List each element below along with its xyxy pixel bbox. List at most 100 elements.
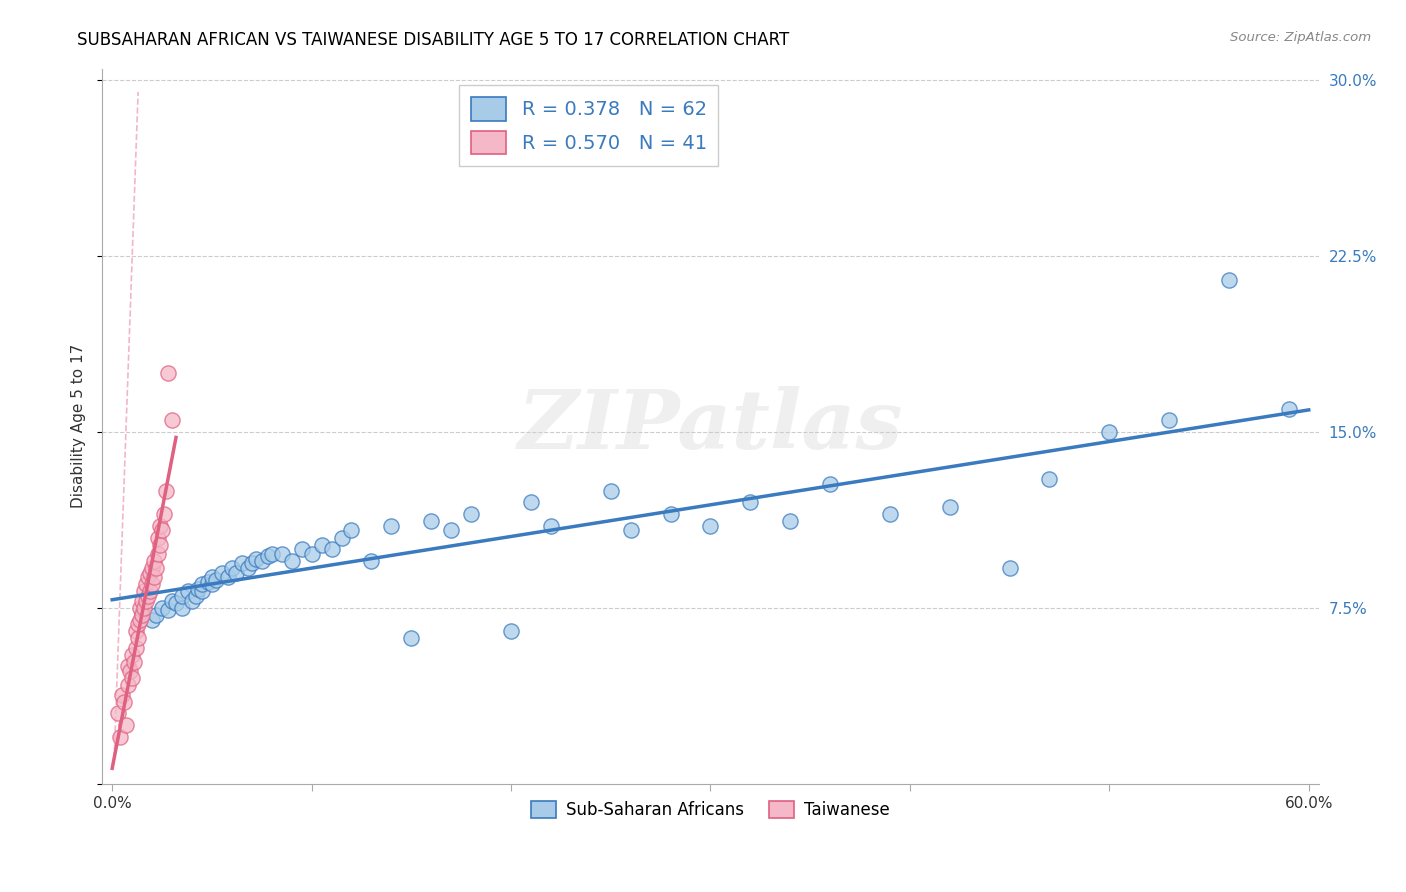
Point: [311, 537, 333, 551]
Point: [540, 518, 562, 533]
Point: [132, 584, 155, 599]
Point: [599, 483, 621, 498]
Point: [153, 507, 176, 521]
Point: [879, 507, 901, 521]
Point: [240, 557, 263, 571]
Point: [131, 606, 153, 620]
Point: [231, 557, 253, 571]
Point: [135, 594, 157, 608]
Point: [125, 624, 148, 639]
Point: [112, 695, 135, 709]
Point: [1038, 472, 1060, 486]
Point: [211, 566, 233, 580]
Point: [145, 607, 167, 622]
Point: [187, 582, 209, 596]
Point: [201, 570, 224, 584]
Point: [160, 594, 183, 608]
Point: [520, 495, 543, 509]
Point: [157, 603, 180, 617]
Point: [145, 561, 167, 575]
Point: [270, 547, 292, 561]
Point: [659, 507, 682, 521]
Point: [360, 554, 382, 568]
Point: [139, 566, 162, 580]
Point: [108, 730, 131, 744]
Point: [998, 561, 1021, 575]
Point: [181, 594, 204, 608]
Point: [139, 584, 162, 599]
Point: [245, 551, 267, 566]
Point: [122, 655, 145, 669]
Point: [150, 600, 173, 615]
Point: [127, 632, 149, 646]
Point: [260, 547, 283, 561]
Point: [205, 573, 228, 587]
Point: [121, 671, 143, 685]
Point: [256, 549, 278, 564]
Point: [117, 659, 139, 673]
Point: [107, 706, 129, 721]
Point: [157, 367, 180, 381]
Point: [1159, 413, 1181, 427]
Point: [160, 413, 183, 427]
Text: ZIPatlas: ZIPatlas: [517, 386, 903, 467]
Point: [420, 514, 443, 528]
Point: [132, 600, 155, 615]
Point: [250, 554, 273, 568]
Point: [620, 524, 643, 538]
Point: [111, 688, 134, 702]
Point: [129, 600, 152, 615]
Point: [117, 678, 139, 692]
Point: [143, 570, 166, 584]
Point: [1278, 401, 1301, 416]
Point: [380, 518, 402, 533]
Point: [191, 584, 214, 599]
Point: [115, 718, 138, 732]
Point: [217, 570, 239, 584]
Point: [146, 547, 169, 561]
Point: [170, 600, 193, 615]
Point: [143, 554, 166, 568]
Point: [149, 518, 172, 533]
Point: [136, 570, 159, 584]
Point: [330, 531, 353, 545]
Point: [155, 483, 177, 498]
Point: [779, 514, 801, 528]
Point: [150, 524, 173, 538]
Y-axis label: Disability Age 5 to 17: Disability Age 5 to 17: [72, 344, 86, 508]
Point: [121, 648, 143, 662]
Point: [129, 613, 152, 627]
Point: [149, 537, 172, 551]
Point: [699, 518, 721, 533]
Point: [499, 624, 522, 639]
Point: [135, 577, 157, 591]
Point: [136, 589, 159, 603]
Point: [291, 542, 314, 557]
Point: [740, 495, 762, 509]
Point: [146, 531, 169, 545]
Point: [301, 547, 323, 561]
Text: SUBSAHARAN AFRICAN VS TAIWANESE DISABILITY AGE 5 TO 17 CORRELATION CHART: SUBSAHARAN AFRICAN VS TAIWANESE DISABILI…: [77, 31, 790, 49]
Text: Source: ZipAtlas.com: Source: ZipAtlas.com: [1230, 31, 1371, 45]
Point: [197, 575, 219, 590]
Point: [141, 561, 163, 575]
Point: [340, 524, 363, 538]
Point: [440, 524, 463, 538]
Point: [165, 596, 187, 610]
Point: [127, 617, 149, 632]
Point: [401, 632, 423, 646]
Point: [460, 507, 482, 521]
Point: [131, 594, 153, 608]
Point: [177, 584, 200, 599]
Point: [170, 589, 193, 603]
Point: [141, 613, 163, 627]
Point: [321, 542, 343, 557]
Point: [236, 561, 259, 575]
Point: [141, 577, 163, 591]
Point: [1098, 425, 1121, 439]
Point: [225, 566, 247, 580]
Point: [125, 640, 148, 655]
Point: [120, 664, 142, 678]
Point: [280, 554, 302, 568]
Point: [818, 476, 841, 491]
